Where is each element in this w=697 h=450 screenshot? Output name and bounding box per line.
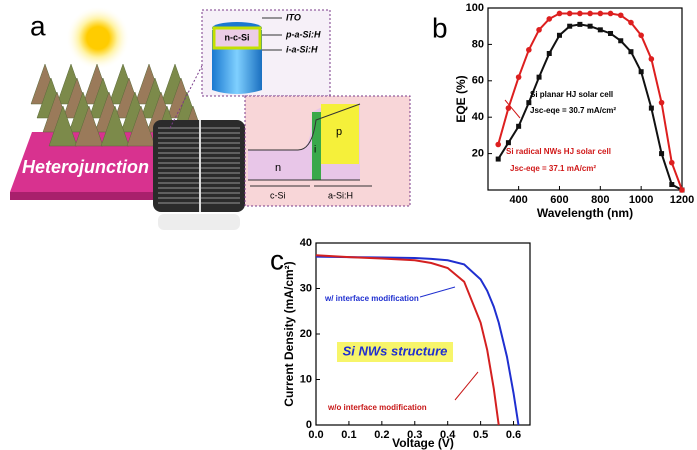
x-tick-label: 1200 bbox=[670, 194, 694, 206]
marker bbox=[608, 31, 613, 36]
x-axis-label: Voltage (V) bbox=[392, 436, 454, 450]
banner: Heterojunction bbox=[22, 157, 149, 177]
x-tick-label: 0.1 bbox=[341, 429, 356, 441]
marker bbox=[536, 27, 542, 33]
marker bbox=[546, 16, 552, 22]
marker bbox=[628, 20, 634, 26]
figure: a Heterojunction n-c-Si ITO p-a-Si:H i-a… bbox=[0, 0, 697, 450]
marker bbox=[557, 11, 563, 17]
marker bbox=[598, 27, 603, 32]
marker bbox=[628, 49, 633, 54]
band-label: n bbox=[275, 162, 281, 174]
reflection bbox=[158, 214, 240, 230]
y-tick-label: 30 bbox=[300, 282, 312, 294]
panel-label: a bbox=[30, 10, 46, 41]
marker bbox=[649, 56, 655, 62]
band-label: i bbox=[314, 145, 316, 156]
marker bbox=[495, 142, 501, 148]
panel-label: b bbox=[432, 12, 448, 43]
marker bbox=[567, 11, 573, 17]
annotation: Jsc-eqe = 37.1 mA/cm² bbox=[510, 164, 596, 173]
y-tick-label: 100 bbox=[466, 2, 484, 14]
series-label: w/ interface modification bbox=[324, 294, 419, 303]
annotation: Jsc-eqe = 30.7 mA/cm² bbox=[530, 106, 616, 115]
series-label: Si planar HJ solar cell bbox=[530, 90, 613, 99]
x-tick-label: 800 bbox=[591, 194, 609, 206]
marker bbox=[547, 51, 552, 56]
x-tick-label: 0.2 bbox=[374, 429, 389, 441]
panel-a: a Heterojunction n-c-Si ITO p-a-Si:H i-a… bbox=[10, 6, 410, 230]
marker bbox=[516, 124, 521, 129]
marker bbox=[587, 11, 593, 17]
marker bbox=[537, 75, 542, 80]
marker bbox=[506, 140, 511, 145]
marker bbox=[649, 106, 654, 111]
core-label: n-c-Si bbox=[224, 32, 249, 42]
marker bbox=[669, 182, 674, 187]
x-tick-label: 0.5 bbox=[473, 429, 488, 441]
marker bbox=[638, 33, 644, 39]
x-tick-label: 400 bbox=[509, 194, 527, 206]
marker bbox=[588, 24, 593, 29]
marker bbox=[526, 47, 532, 53]
marker bbox=[679, 187, 685, 193]
annotation: Si NWs structure bbox=[343, 343, 448, 358]
page: a Heterojunction n-c-Si ITO p-a-Si:H i-a… bbox=[0, 0, 697, 450]
region-label: a-Si:H bbox=[328, 190, 353, 200]
y-tick-label: 40 bbox=[300, 237, 312, 249]
marker bbox=[516, 74, 522, 80]
y-tick-label: 40 bbox=[472, 111, 484, 123]
marker bbox=[526, 100, 531, 105]
y-tick-label: 20 bbox=[472, 148, 484, 160]
marker bbox=[618, 38, 623, 43]
x-tick-label: 600 bbox=[550, 194, 568, 206]
series-label: Si radical NWs HJ solar cell bbox=[506, 147, 611, 156]
layer-label: i-a-Si:H bbox=[286, 44, 318, 54]
marker bbox=[598, 11, 604, 17]
y-tick-label: 80 bbox=[472, 38, 484, 50]
band-label: p bbox=[336, 126, 342, 138]
marker bbox=[618, 12, 624, 18]
x-tick-label: 1000 bbox=[629, 194, 653, 206]
sun bbox=[66, 6, 130, 70]
y-tick-label: 10 bbox=[300, 373, 312, 385]
x-tick-label: 0.6 bbox=[506, 429, 521, 441]
marker bbox=[608, 11, 614, 17]
marker bbox=[669, 160, 675, 166]
plot-frame bbox=[316, 243, 530, 425]
layer-label: ITO bbox=[286, 12, 301, 22]
series-label: w/o interface modification bbox=[327, 403, 427, 412]
layer-label: p-a-Si:H bbox=[285, 29, 321, 39]
region-label: c-Si bbox=[270, 190, 286, 200]
y-tick-label: 60 bbox=[472, 75, 484, 87]
y-tick-label: 20 bbox=[300, 328, 312, 340]
y-axis-label: EQE (%) bbox=[454, 75, 468, 122]
marker bbox=[577, 22, 582, 27]
marker bbox=[639, 69, 644, 74]
y-axis-label: Current Density (mA/cm²) bbox=[282, 261, 296, 406]
marker bbox=[496, 157, 501, 162]
marker bbox=[557, 33, 562, 38]
marker bbox=[577, 11, 583, 17]
x-axis-label: Wavelength (nm) bbox=[537, 206, 633, 220]
marker bbox=[567, 24, 572, 29]
marker bbox=[659, 151, 664, 156]
marker bbox=[659, 100, 665, 106]
y-tick-label: 0 bbox=[306, 419, 312, 431]
